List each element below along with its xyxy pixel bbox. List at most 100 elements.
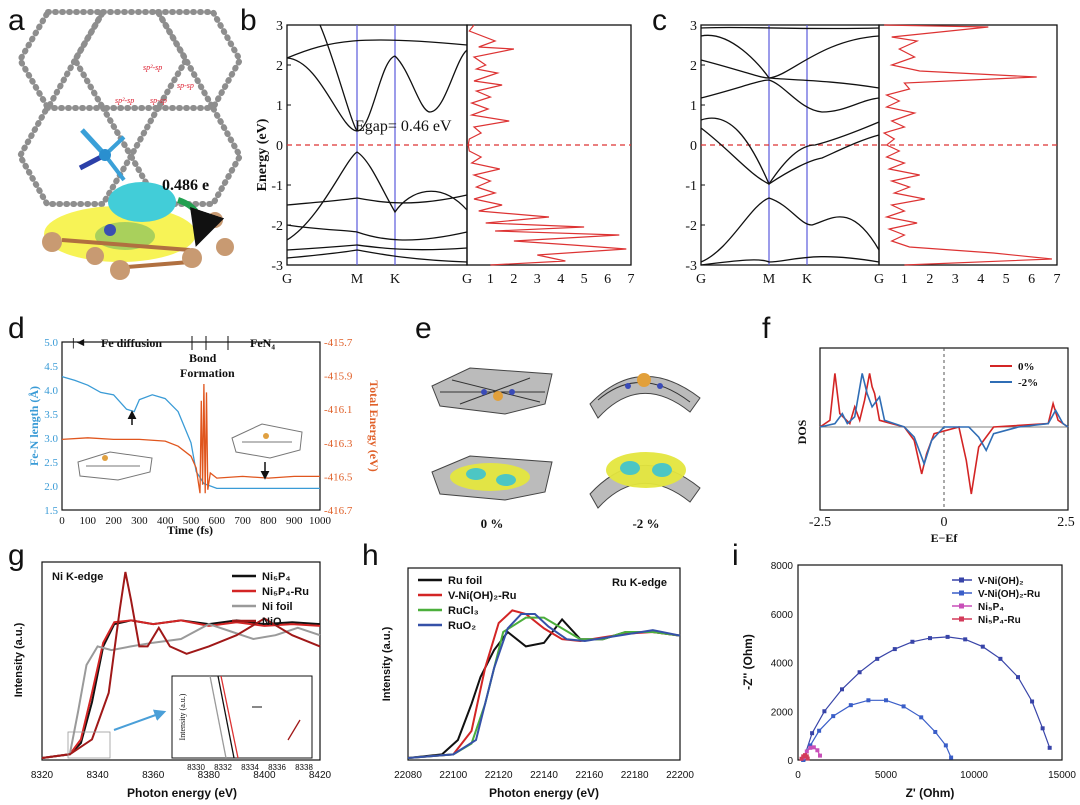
g-xtick-3: 8380 xyxy=(198,770,221,781)
d-right-ylabel: Total Energy (eV) xyxy=(367,380,381,472)
e-structure-flat xyxy=(431,367,553,415)
d-ltick-7: 1.5 xyxy=(44,505,58,517)
i-point-0-7 xyxy=(910,639,915,644)
g-inset-ylabel: Intensity (a.u.) xyxy=(178,693,187,740)
panel_b-ytick-4: -1 xyxy=(271,179,283,194)
panel_c-ytick-0: 3 xyxy=(690,19,697,34)
h-xtick-1: 22100 xyxy=(439,770,467,781)
i-legend-1: V-Ni(OH)₂-Ru xyxy=(978,589,1040,600)
d-xtick-0: 0 xyxy=(59,515,65,527)
d-xtick-1: 100 xyxy=(80,515,97,527)
i-legend-2: Ni₅P₄ xyxy=(978,602,1004,613)
g-line-3 xyxy=(41,571,321,759)
d-right-ticks: -415.7 -415.9 -416.1 -416.3 -416.5 -416.7 xyxy=(324,337,353,517)
d-rtick-5: -416.7 xyxy=(324,505,353,517)
b-ylabel: Energy (eV) xyxy=(255,118,270,191)
i-point-1-9 xyxy=(933,729,938,734)
panel_b-ytick-6: -3 xyxy=(271,259,283,274)
panel-a-structure: sp²-sp sp-sp sp²-sp sp-sp 0.486 e xyxy=(16,9,244,280)
h-xlabel: Photon energy (eV) xyxy=(489,786,599,800)
panel_c-ytick-2: 1 xyxy=(690,99,697,114)
i-point-3-4 xyxy=(805,756,810,761)
panel-f: DOS 0% -2% -2.5 0 2.5 E−Ef xyxy=(795,347,1075,545)
b-dos-line xyxy=(467,24,627,266)
g-inset-xtick-1: 8332 xyxy=(214,763,232,772)
h-legend-2: RuCl₃ xyxy=(448,605,479,617)
d-ltick-5: 2.5 xyxy=(44,457,58,469)
d-xtick-5: 500 xyxy=(183,515,200,527)
g-xtick-4: 8400 xyxy=(253,770,276,781)
f-legend: 0% -2% xyxy=(990,361,1038,389)
i-legend: V-Ni(OH)₂ V-Ni(OH)₂-Ru Ni₅P₄ Ni₅P₄-Ru xyxy=(952,576,1040,626)
panel_c-ytick-3: 0 xyxy=(690,139,697,154)
d-ltick-1: 4.5 xyxy=(44,361,58,373)
c-dos-frame xyxy=(878,24,1058,266)
f-legend-minus2pct: -2% xyxy=(1018,377,1038,389)
h-xtick-0: 22080 xyxy=(394,770,422,781)
panel_b-ytick-0: 3 xyxy=(276,19,283,34)
panel_b-dostick-2: 3 xyxy=(534,272,541,287)
i-point-3-3 xyxy=(804,754,809,759)
panel_c-dostick-2: 3 xyxy=(952,272,959,287)
panel-label-f: f xyxy=(762,312,771,345)
i-xtick-2: 10000 xyxy=(960,770,988,781)
d-xtick-4: 400 xyxy=(157,515,174,527)
h-xtick-3: 22140 xyxy=(530,770,558,781)
g-xtick-0: 8320 xyxy=(31,770,54,781)
g-legend: Ni₅P₄ Ni₅P₄-Ru Ni foil NiO xyxy=(232,571,309,628)
d-xtick-10: 1000 xyxy=(309,515,332,527)
c-kpt-g1: G xyxy=(696,272,706,287)
panel_c-dostick-5: 6 xyxy=(1028,272,1035,287)
i-point-2-3 xyxy=(811,745,816,750)
i-point-0-12 xyxy=(998,656,1003,661)
b-kpt-g2: G xyxy=(462,272,472,287)
e-structure-curved xyxy=(589,373,701,419)
panel_b-dostick-6: 7 xyxy=(628,272,635,287)
b-kpt-m: M xyxy=(351,272,364,287)
panel_b-ytick-3: 0 xyxy=(276,139,283,154)
g-legend-2: Ni foil xyxy=(262,601,293,613)
fe-n-center xyxy=(78,128,126,182)
i-frame xyxy=(797,564,1063,761)
g-edge-label: Ni K-edge xyxy=(52,571,103,583)
i-legend-3: Ni₅P₄-Ru xyxy=(978,615,1021,626)
g-xtick-5: 8420 xyxy=(309,770,332,781)
c-dos-ticks: 1 2 3 4 5 6 7 xyxy=(901,272,1061,287)
panel-e: 0 % -2 % xyxy=(431,367,701,531)
g-inset-ticks: 8330 8332 8334 8336 8338 xyxy=(187,763,313,772)
d-ltick-3: 3.5 xyxy=(44,409,58,421)
i-point-0-13 xyxy=(1016,675,1020,680)
panel-label-c: c xyxy=(652,4,667,37)
bond-annotations: sp²-sp sp-sp sp²-sp sp-sp xyxy=(115,63,194,105)
c-y-ticks: 3 2 1 0 -1 -2 -3 xyxy=(685,19,705,274)
g-zoom-arrow xyxy=(113,709,167,731)
f-xtick-pos: 2.5 xyxy=(1057,515,1075,530)
i-point-1-1 xyxy=(808,743,813,748)
d-header-bond: Bond xyxy=(189,351,217,365)
panel-c: 3 2 1 0 -1 -2 -3 G M K G 1 2 3 4 5 6 7 xyxy=(685,19,1060,287)
panel_b-ytick-2: 1 xyxy=(276,99,283,114)
panel_c-ytick-6: -3 xyxy=(685,259,697,274)
b-kpt-k: K xyxy=(390,272,400,287)
h-x-ticks: 22080 22100 22120 22140 22160 22180 22200 xyxy=(394,770,694,781)
b-egap-label: Egap= 0.46 eV xyxy=(355,118,452,135)
i-ytick-1: 2000 xyxy=(771,707,794,718)
i-points xyxy=(799,634,1052,762)
i-point-0-10 xyxy=(963,637,968,642)
b-dos-ticks: 1 2 3 4 5 6 7 xyxy=(487,272,635,287)
panel_b-ytick-5: -2 xyxy=(271,219,283,234)
h-line-2 xyxy=(407,616,681,759)
i-ytick-3: 6000 xyxy=(771,610,794,621)
d-header-fen4: FeN₄ xyxy=(250,336,275,350)
panel-label-g: g xyxy=(8,539,25,572)
panel_c-ytick-1: 2 xyxy=(690,59,697,74)
g-xlabel: Photon energy (eV) xyxy=(127,786,237,800)
panel-g: Ni K-edge Intensity (a.u.) Ni₅P₄ Ni₅P₄-Ru… xyxy=(13,561,332,800)
i-x-ticks: 0 5000 10000 15000 xyxy=(795,770,1076,781)
i-ytick-4: 8000 xyxy=(771,561,794,572)
panel_b-dostick-1: 2 xyxy=(510,272,517,287)
g-inset-xtick-3: 8336 xyxy=(268,763,286,772)
d-ltick-2: 4.0 xyxy=(44,385,58,397)
i-point-0-14 xyxy=(1030,699,1035,704)
g-ylabel: Intensity (a.u.) xyxy=(13,622,25,697)
